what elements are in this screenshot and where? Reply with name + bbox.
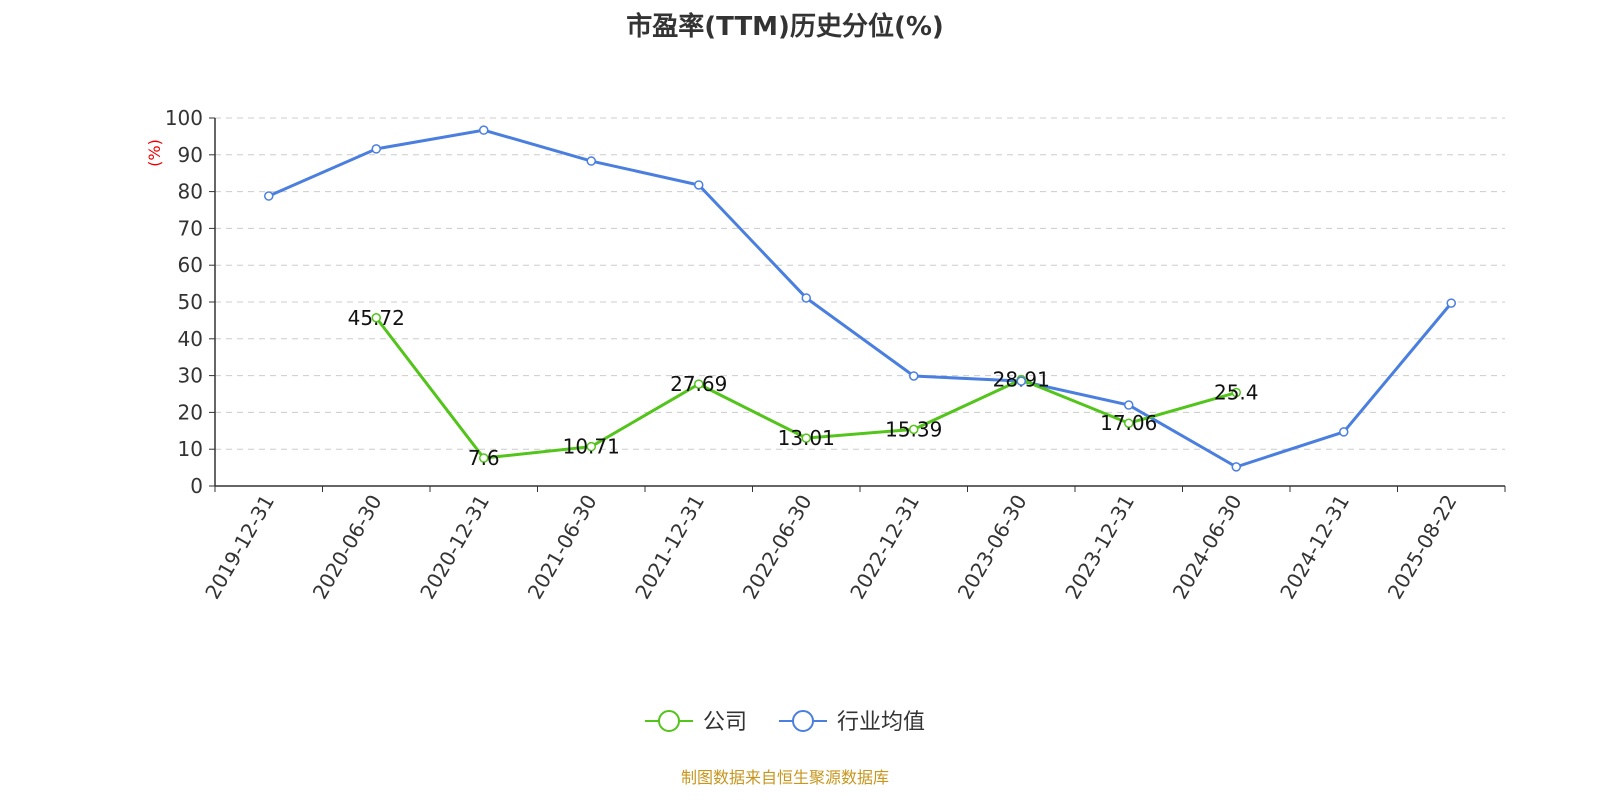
data-point: [909, 371, 919, 381]
data-point: [694, 379, 704, 389]
data-point: [1124, 400, 1134, 410]
data-point: [371, 144, 381, 154]
data-source-note: 制图数据来自恒生聚源数据库: [680, 768, 889, 787]
data-point: [586, 156, 596, 166]
data-point: [1231, 462, 1241, 472]
legend-label: 公司: [703, 710, 747, 735]
legend-label: 行业均值: [837, 710, 925, 735]
y-axis-label: (%): [145, 139, 164, 167]
data-point: [371, 313, 381, 323]
data-label: 45.72: [348, 306, 405, 330]
x-tick-label: 2022-06-30: [738, 491, 817, 604]
data-point: [586, 441, 596, 452]
y-tick-label: 40: [178, 327, 203, 351]
y-tick-label: 50: [178, 290, 203, 314]
x-tick-label: 2021-06-30: [523, 491, 602, 604]
data-point: [479, 125, 489, 135]
y-tick-label: 30: [178, 364, 203, 388]
y-tick-label: 20: [178, 400, 203, 424]
data-point: [1231, 387, 1241, 398]
data-point: [694, 180, 704, 190]
x-tick-label: 2021-12-31: [630, 491, 709, 604]
data-label: 10.71: [563, 435, 620, 459]
x-tick-label: 2022-12-31: [845, 491, 924, 604]
y-tick-label: 80: [178, 180, 203, 204]
data-point: [264, 191, 274, 201]
series-line: [268, 128, 1453, 469]
data-point: [1124, 418, 1134, 428]
x-tick-label: 2020-12-31: [415, 491, 494, 604]
legend-marker: [792, 710, 814, 732]
data-label: 17.06: [1100, 411, 1157, 435]
x-tick-label: 2024-06-30: [1168, 491, 1247, 604]
data-label: 25.4: [1214, 381, 1259, 405]
data-point: [801, 433, 811, 443]
data-label: 13.01: [778, 426, 835, 450]
y-tick-label: 100: [165, 106, 203, 130]
y-tick-label: 60: [178, 253, 203, 277]
legend-marker: [658, 710, 680, 732]
x-tick-label: 2024-12-31: [1275, 491, 1354, 604]
data-point: [479, 453, 489, 463]
y-tick-label: 10: [178, 437, 203, 461]
x-tick-label: 2019-12-31: [200, 491, 279, 604]
data-point: [909, 424, 919, 435]
data-point: [1016, 376, 1026, 386]
y-tick-label: 70: [178, 216, 203, 240]
data-point: [1339, 427, 1349, 437]
data-label: 7.6: [468, 446, 500, 470]
chart-title: 市盈率(TTM)历史分位(%): [626, 12, 944, 42]
x-tick-label: 2020-06-30: [308, 491, 387, 604]
x-tick-label: 2023-12-31: [1060, 491, 1139, 604]
x-tick-label: 2025-08-22: [1383, 491, 1462, 604]
y-tick-label: 0: [190, 474, 203, 498]
y-tick-label: 90: [178, 143, 203, 167]
data-label: 15.39: [885, 417, 942, 441]
x-tick-label: 2023-06-30: [953, 491, 1032, 604]
data-label: 27.69: [670, 372, 727, 396]
data-point: [1446, 298, 1456, 308]
data-point: [801, 293, 811, 303]
